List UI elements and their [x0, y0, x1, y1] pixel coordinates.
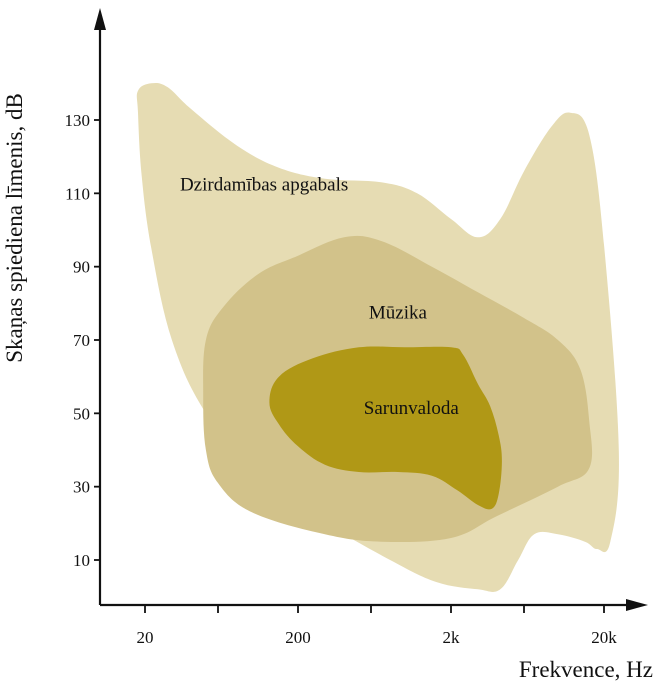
x-tick-label: 20k [591, 628, 617, 647]
x-axis-arrowhead [626, 599, 648, 611]
x-tick-label: 200 [285, 628, 311, 647]
y-tick-label: 70 [73, 331, 90, 350]
region-label-dzirdamibas-apgabals: Dzirdamības apgabals [180, 174, 348, 195]
y-tick-label: 50 [73, 404, 90, 423]
y-tick-label: 30 [73, 478, 90, 497]
region-label-sarunvaloda: Sarunvaloda [364, 398, 460, 419]
y-tick-label: 90 [73, 258, 90, 277]
region-labels-layer: Dzirdamības apgabals Mūzika Sarunvaloda [180, 174, 459, 419]
regions-layer [136, 82, 619, 592]
y-tick-label: 10 [73, 551, 90, 570]
y-axis-arrowhead [94, 8, 106, 30]
x-axis-title: Frekvence, Hz [519, 657, 653, 682]
x-tick-label: 2k [443, 628, 461, 647]
region-label-muzika: Mūzika [369, 303, 428, 324]
region-sarunvaloda [269, 346, 502, 510]
x-tick-label: 20 [137, 628, 154, 647]
y-tick-label: 130 [65, 111, 91, 130]
y-axis-title: Skaņas spiediena līmenis, dB [2, 93, 28, 363]
y-tick-label: 110 [65, 184, 90, 203]
ticks-layer: 10 30 50 70 90 110 130 20 200 2k 20k [65, 111, 618, 647]
